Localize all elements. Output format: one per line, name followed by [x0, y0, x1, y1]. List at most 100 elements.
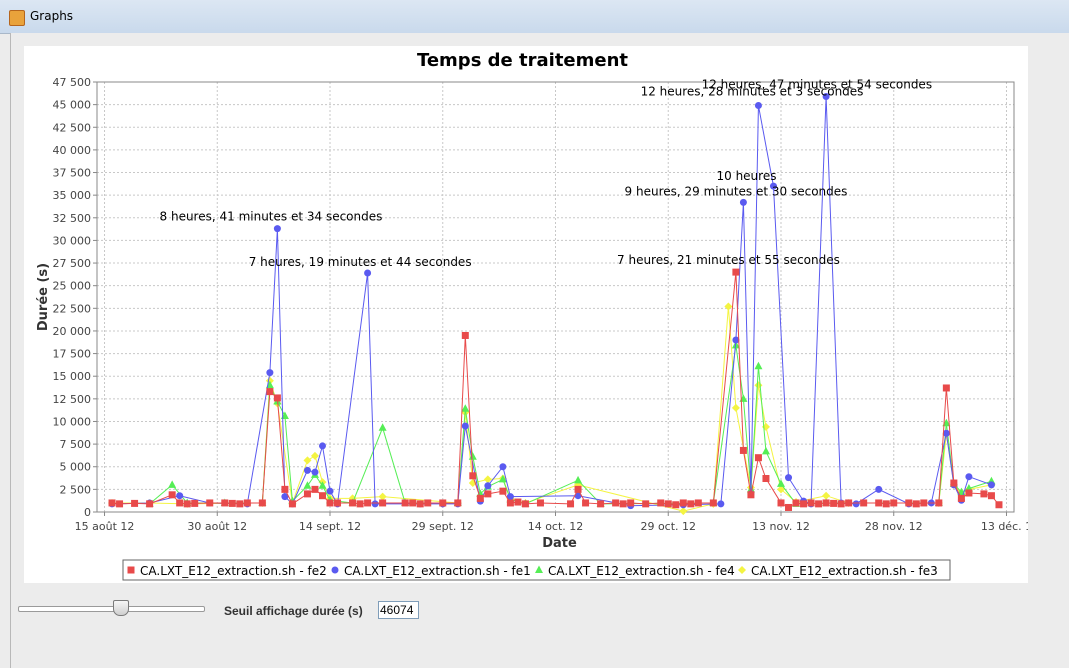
data-point-square [664, 500, 672, 508]
y-tick-label: 12 500 [53, 393, 92, 406]
data-point-square [506, 499, 514, 507]
plot-frame [96, 81, 1015, 513]
data-point-square [288, 500, 296, 508]
y-tick-label: 5 000 [60, 461, 92, 474]
threshold-slider-thumb[interactable] [112, 600, 129, 616]
data-point-square [379, 499, 387, 507]
data-point-square [642, 500, 650, 508]
data-point-triangle [754, 361, 763, 370]
chart: 0 2 500 5 000 7 500 10 000 12 500 15 000 17 500… [36, 50, 1028, 581]
y-tick-label: 32 500 [53, 212, 92, 225]
data-point-circle [769, 182, 777, 190]
window-titlebar: Graphs [0, 0, 1069, 34]
data-point-circle [331, 566, 339, 574]
data-point-square [912, 500, 920, 508]
data-point-square [127, 566, 135, 574]
x-tick-label: 14 oct. 12 [528, 520, 584, 533]
point-annotation: 9 heures, 29 minutes et 30 secondes [625, 184, 848, 198]
x-tick-label: 29 oct. 12 [640, 520, 696, 533]
threshold-input[interactable] [378, 601, 419, 619]
data-point-circle [965, 473, 973, 481]
point-annotation: 12 heures, 47 minutes et 54 secondes [702, 77, 933, 91]
data-point-diamond [731, 403, 740, 412]
data-point-square [364, 499, 372, 507]
data-point-diamond [483, 475, 492, 484]
data-point-circle [176, 492, 184, 500]
data-point-circle [326, 487, 334, 495]
data-point-circle [875, 485, 883, 493]
y-tick-label: 7 500 [60, 438, 92, 451]
x-tick-label: 15 août 12 [75, 520, 135, 533]
data-point-square [356, 500, 364, 508]
data-point-square [303, 490, 311, 498]
x-tick-label: 29 sept. 12 [412, 520, 474, 533]
data-point-square [942, 384, 950, 392]
data-point-square [920, 499, 928, 507]
data-point-square [349, 499, 357, 507]
data-point-square [830, 499, 838, 507]
data-point-square [875, 499, 883, 507]
x-tick-label: 30 août 12 [187, 520, 247, 533]
data-point-square [183, 500, 191, 508]
data-point-square [191, 499, 199, 507]
data-point-square [326, 499, 334, 507]
y-tick-label: 15 000 [53, 370, 92, 383]
data-point-square [890, 499, 898, 507]
data-point-triangle [378, 423, 387, 431]
data-point-square [687, 500, 695, 508]
data-point-diamond [724, 302, 733, 311]
y-tick-label: 27 500 [53, 257, 92, 270]
data-point-square [709, 499, 717, 507]
data-point-square [582, 499, 590, 507]
data-point-square [439, 499, 447, 507]
data-point-square [266, 388, 274, 396]
data-point-square [281, 485, 289, 493]
legend-entry: CA.LXT_E12_extraction.sh - fe1 [344, 564, 531, 578]
data-point-square [469, 472, 477, 480]
data-point-circle [785, 474, 793, 482]
data-point-square [905, 499, 913, 507]
data-point-triangle [776, 479, 785, 487]
point-annotation: 8 heures, 41 minutes et 34 secondes [160, 210, 383, 224]
y-tick-label: 30 000 [53, 234, 92, 247]
chart-title: Temps de traitement [417, 50, 628, 71]
threshold-slider-track[interactable] [18, 606, 205, 612]
data-point-circle [303, 466, 311, 474]
data-point-square [800, 500, 808, 508]
data-point-square [311, 485, 319, 493]
data-point-square [146, 500, 154, 508]
data-point-circle [461, 422, 469, 430]
data-point-square [176, 499, 184, 507]
data-point-square [116, 500, 124, 508]
data-point-square [514, 498, 522, 506]
data-point-diamond [310, 451, 319, 460]
data-point-square [476, 494, 484, 502]
data-point-square [679, 499, 687, 507]
window-title: Graphs [30, 9, 74, 23]
data-point-square [739, 446, 747, 454]
data-point-square [822, 499, 830, 507]
data-point-triangle [535, 565, 543, 573]
y-tick-label: 20 000 [53, 325, 92, 338]
data-point-diamond [303, 456, 312, 465]
data-point-square [131, 499, 139, 507]
data-point-square [597, 500, 605, 508]
data-point-square [657, 499, 665, 507]
data-point-square [882, 500, 890, 508]
data-point-square [754, 454, 762, 462]
data-point-square [807, 499, 815, 507]
threshold-label: Seuil affichage durée (s) [224, 604, 363, 618]
point-annotation: 10 heures [716, 169, 776, 183]
data-point-square [206, 499, 214, 507]
data-point-square [574, 485, 582, 493]
data-point-square [273, 394, 281, 402]
data-point-circle [717, 500, 725, 508]
data-point-square [318, 492, 326, 500]
data-point-square [935, 499, 943, 507]
plot-area [96, 81, 1015, 513]
point-annotation: 7 heures, 21 minutes et 55 secondes [617, 253, 840, 267]
data-point-square [980, 490, 988, 498]
data-point-circle [484, 482, 492, 490]
y-tick-label: 10 000 [53, 415, 92, 428]
java-cup-icon [9, 10, 25, 26]
